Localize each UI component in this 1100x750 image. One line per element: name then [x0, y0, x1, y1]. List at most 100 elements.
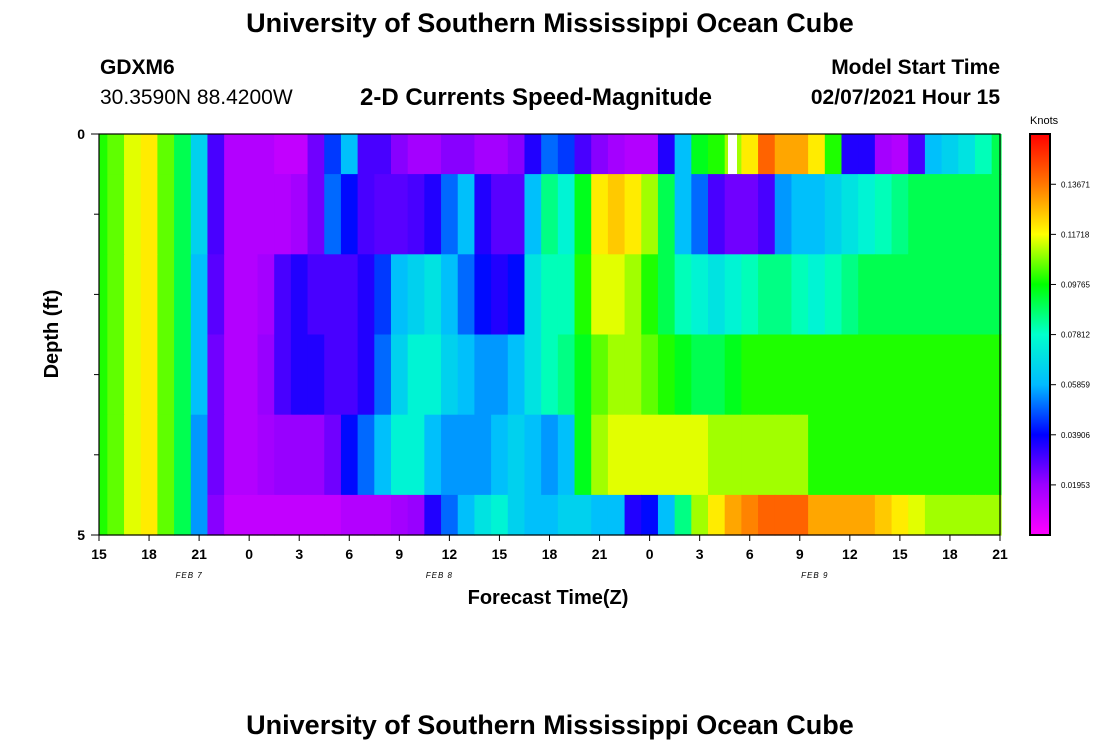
model-start-label: Model Start Time [831, 56, 1000, 79]
heatmap-cell [624, 494, 642, 536]
heatmap-cell [107, 414, 125, 496]
heatmap-cell [574, 134, 592, 175]
heatmap-cell [691, 334, 709, 416]
station-location: 30.3590N 88.4200W [100, 86, 293, 109]
heatmap-cell [574, 334, 592, 416]
heatmap-cell [591, 494, 609, 536]
heatmap-cell [641, 414, 659, 496]
x-axis-label: Forecast Time(Z) [468, 587, 629, 609]
x-tick-label: 6 [345, 546, 353, 562]
colorbar-ticks: 0.01953 0.03906 0.05859 0.07812 0.09765 0.117… [1050, 180, 1090, 490]
heatmap-cell [924, 494, 943, 536]
page-title: University of Southern Mississippi Ocean… [246, 8, 854, 38]
heatmap-cell [808, 334, 826, 416]
heatmap-cell [140, 334, 158, 416]
heatmap-cell [507, 494, 526, 536]
heatmap-cell [274, 174, 292, 255]
heatmap-cell [307, 134, 325, 175]
heatmap-cell [791, 174, 809, 255]
heatmap-cell [841, 174, 859, 255]
heatmap-cell [674, 134, 692, 175]
heatmap-cell [99, 254, 108, 336]
heatmap-cell [824, 494, 843, 536]
heatmap-cell [491, 334, 509, 416]
heatmap-cell [340, 254, 359, 336]
heatmap-cell [407, 494, 425, 536]
heatmap-cell [140, 174, 158, 255]
heatmap-cell [307, 494, 325, 536]
heatmap-cell [574, 174, 592, 255]
heatmap-cell [724, 174, 742, 255]
heatmap-cell [791, 414, 809, 496]
heatmap-cell [657, 254, 676, 336]
heatmap-cell [741, 254, 759, 336]
heatmap-cell [758, 334, 776, 416]
heatmap-cell [724, 414, 742, 496]
heatmap-cell [607, 334, 626, 416]
heatmap-cell [691, 134, 709, 175]
heatmap-cell [407, 334, 425, 416]
heatmap-cell [190, 254, 209, 336]
heatmap-cell [874, 414, 893, 496]
heatmap-cell [874, 334, 893, 416]
heatmap-cell [724, 254, 742, 336]
heatmap-cell [441, 334, 459, 416]
heatmap-cell [340, 174, 359, 255]
heatmap-cell [140, 414, 158, 496]
heatmap-cell [507, 134, 526, 175]
heatmap-cell [791, 134, 809, 175]
heatmap-cell [474, 174, 492, 255]
heatmap-cell [290, 334, 309, 416]
heatmap-cell [924, 334, 943, 416]
heatmap-cell [424, 334, 442, 416]
heatmap-cell [557, 414, 576, 496]
heatmap-cell [724, 494, 742, 536]
x-tick-label: 0 [646, 546, 654, 562]
heatmap-cell [624, 334, 642, 416]
heatmap-cell [758, 254, 776, 336]
heatmap-cell [908, 494, 926, 536]
heatmap-cell [591, 134, 609, 175]
heatmap-cell [274, 254, 292, 336]
heatmap-cell [874, 134, 893, 175]
heatmap-cell [407, 134, 425, 175]
heatmap-cell [574, 254, 592, 336]
heatmap-cell [741, 174, 759, 255]
footer-title: University of Southern Mississippi Ocean… [246, 710, 854, 740]
heatmap-cell [290, 174, 309, 255]
day-label: FEB 9 [801, 571, 828, 580]
heatmap-cell [541, 134, 559, 175]
heatmap-cell [808, 494, 826, 536]
heatmap-cell [657, 174, 676, 255]
heatmap-cell [207, 134, 225, 175]
heatmap-cell [107, 334, 125, 416]
heatmap-cell [407, 174, 425, 255]
heatmap-cell [574, 494, 592, 536]
heatmap-cell [374, 134, 392, 175]
heatmap-cell [958, 334, 976, 416]
heatmap-cell [224, 494, 242, 536]
x-tick-label: 9 [796, 546, 804, 562]
heatmap-cell [474, 494, 492, 536]
heatmap-cell [674, 494, 692, 536]
heatmap-cell [858, 174, 876, 255]
heatmap-cell [758, 414, 776, 496]
y-axis-label: Depth (ft) [41, 290, 63, 379]
heatmap-cell [908, 134, 926, 175]
heatmap-cell [207, 494, 225, 536]
heatmap-cell [124, 254, 142, 336]
heatmap-cell [791, 494, 809, 536]
heatmap-cell [657, 334, 676, 416]
heatmap-cell [657, 414, 676, 496]
heatmap-cell [607, 134, 626, 175]
x-tick-label: 18 [141, 546, 157, 562]
heatmap-cell [140, 254, 158, 336]
heatmap-cell [124, 414, 142, 496]
colorbar-tick-label: 0.01953 [1061, 481, 1090, 490]
heatmap-cell [758, 174, 776, 255]
heatmap-cell [708, 254, 726, 336]
heatmap-cell [808, 134, 826, 175]
heatmap-cell [958, 254, 976, 336]
heatmap-cell [858, 254, 876, 336]
heatmap-cell [641, 174, 659, 255]
